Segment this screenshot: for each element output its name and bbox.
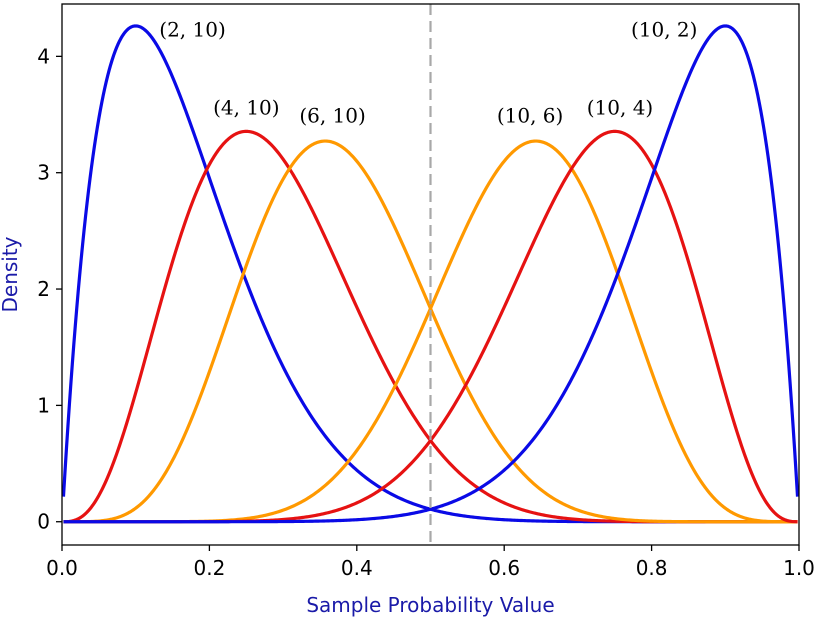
series-line-10-2 xyxy=(63,24,800,524)
annotation-2-10: (2, 10) xyxy=(159,18,226,42)
y-axis-label: Density xyxy=(0,236,22,312)
x-axis-label: Sample Probability Value xyxy=(306,593,554,617)
x-tick-label: 0.6 xyxy=(488,556,520,580)
y-axis-ticks: 0 1 2 3 4 xyxy=(37,44,62,534)
annotation-6-10: (6, 10) xyxy=(299,104,366,128)
x-tick-label: 0.8 xyxy=(636,556,668,580)
y-tick-label: 0 xyxy=(37,510,50,534)
series-lines xyxy=(61,24,800,524)
x-tick-label: 0.2 xyxy=(193,556,225,580)
annotation-10-2: (10, 2) xyxy=(631,18,698,42)
y-tick-label: 2 xyxy=(37,277,50,301)
plot-frame xyxy=(61,3,800,546)
annotation-4-10: (4, 10) xyxy=(213,96,280,120)
annotation-10-4: (10, 4) xyxy=(587,96,654,120)
y-tick-label: 1 xyxy=(37,393,50,417)
x-tick-label: 0.4 xyxy=(341,556,373,580)
x-axis-ticks: 0.0 0.2 0.4 0.6 0.8 1.0 xyxy=(46,545,815,580)
curve-annotations: (2, 10) (4, 10) (6, 10) (10, 6) (10, 4) (10, … xyxy=(159,18,697,128)
y-tick-label: 3 xyxy=(37,161,50,185)
x-tick-label: 1.0 xyxy=(783,556,815,580)
y-tick-label: 4 xyxy=(37,44,50,68)
x-tick-label: 0.0 xyxy=(46,556,78,580)
annotation-10-6: (10, 6) xyxy=(497,104,563,128)
